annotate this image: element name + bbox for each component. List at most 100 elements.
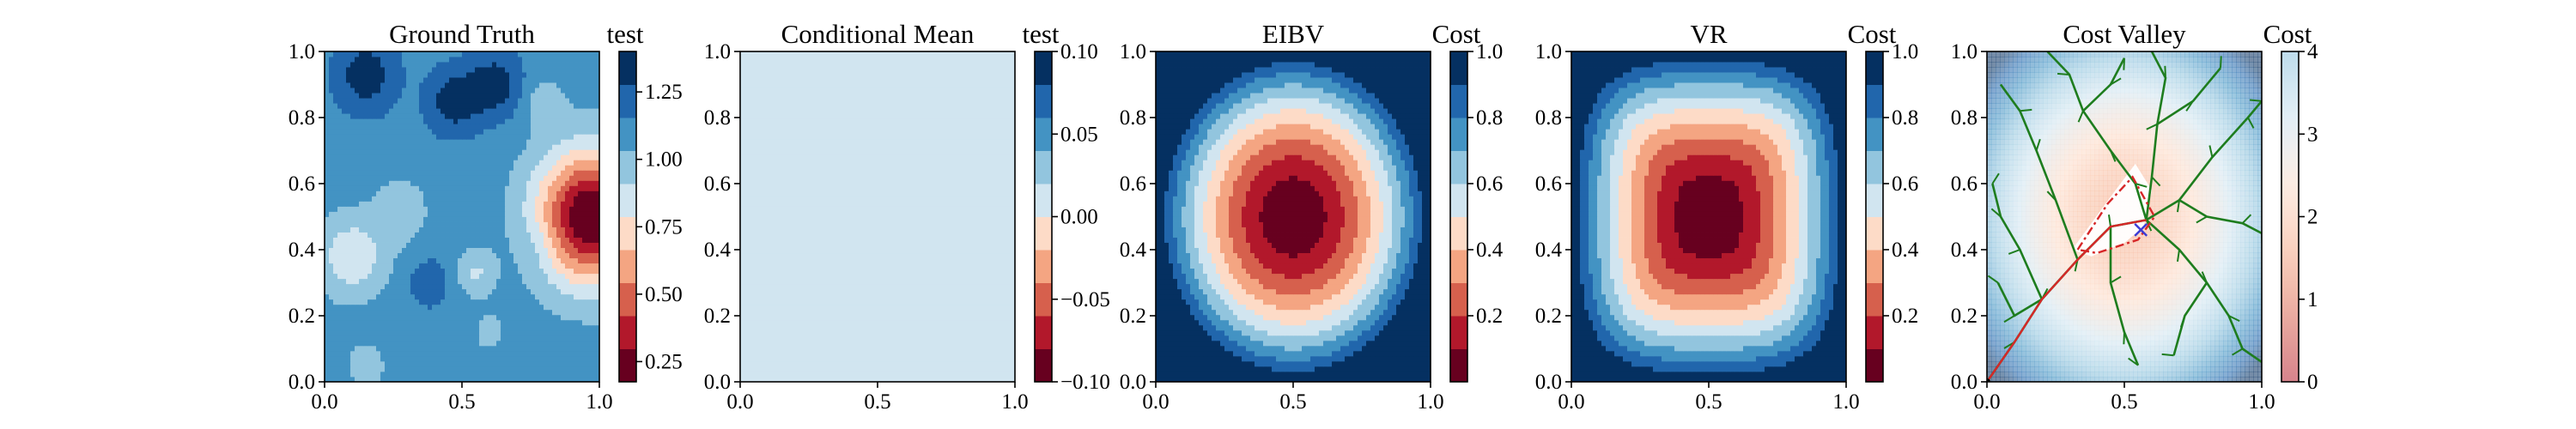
heatmap-cell <box>535 196 539 201</box>
heatmap-cell <box>453 243 458 248</box>
heatmap-cell <box>325 351 329 356</box>
heatmap-cell <box>817 335 822 341</box>
heatmap-cell <box>432 98 436 103</box>
heatmap-cell <box>938 315 942 320</box>
heatmap-cell <box>325 335 329 341</box>
heatmap-cell <box>380 248 385 253</box>
heatmap-cell <box>453 335 458 341</box>
heatmap-cell <box>458 310 462 315</box>
heatmap-cell <box>372 258 376 263</box>
heatmap-cell <box>350 335 355 341</box>
heatmap-cell <box>548 180 552 185</box>
heatmap-cell <box>380 206 385 211</box>
heatmap-cell <box>423 201 428 206</box>
heatmap-cell <box>449 361 453 366</box>
heatmap-cell <box>346 227 350 233</box>
heatmap-cell <box>398 98 402 103</box>
heatmap-cell <box>462 263 466 269</box>
heatmap-cell <box>449 124 453 129</box>
heatmap-cell <box>483 129 488 134</box>
heatmap-cell <box>410 113 415 118</box>
heatmap-cell <box>406 139 410 144</box>
heatmap-cell <box>466 248 471 253</box>
heatmap-cell <box>835 341 839 346</box>
heatmap-cell <box>458 222 462 227</box>
heatmap-cell <box>325 294 329 299</box>
heatmap-cell <box>428 372 432 377</box>
heatmap-cell <box>886 341 890 346</box>
heatmap-cell <box>372 341 376 346</box>
heatmap-cell <box>398 233 402 238</box>
heatmap-cell <box>393 335 398 341</box>
heatmap-cell <box>535 310 539 315</box>
heatmap-cell <box>346 263 350 269</box>
heatmap-cell <box>531 315 535 320</box>
heatmap-cell <box>410 253 415 258</box>
colorbar-segment <box>619 51 636 85</box>
heatmap-cell <box>496 129 501 134</box>
heatmap-cell <box>346 330 350 335</box>
heatmap-cell <box>548 274 552 279</box>
heatmap-cell <box>509 274 513 279</box>
heatmap-cell <box>552 88 556 93</box>
heatmap-cell <box>779 361 783 366</box>
heatmap-cell <box>402 356 406 361</box>
heatmap-cell <box>501 139 505 144</box>
heatmap-cell <box>466 238 471 243</box>
heatmap-cell <box>483 361 488 366</box>
heatmap-cell <box>582 51 586 57</box>
heatmap-cell <box>513 103 518 108</box>
heatmap-cell <box>453 294 458 299</box>
heatmap-cell <box>342 160 346 165</box>
heatmap-cell <box>453 238 458 243</box>
heatmap-cell <box>518 341 522 346</box>
heatmap-cell <box>959 356 963 361</box>
heatmap-cell <box>363 299 368 305</box>
heatmap-cell <box>402 170 406 175</box>
heatmap-cell <box>501 222 505 227</box>
heatmap-cell <box>475 170 479 175</box>
heatmap-cell <box>342 93 346 98</box>
heatmap-cell <box>436 351 440 356</box>
heatmap-cell <box>402 325 406 330</box>
heatmap-cell <box>393 82 398 88</box>
heatmap-cell <box>406 175 410 180</box>
heatmap-cell <box>423 118 428 124</box>
heatmap-cell <box>363 98 368 103</box>
heatmap-cell <box>355 274 359 279</box>
heatmap-cell <box>355 269 359 274</box>
heatmap-cell <box>471 258 475 263</box>
heatmap-cell <box>586 103 591 108</box>
heatmap-cell <box>471 160 475 165</box>
heatmap-cell <box>475 320 479 325</box>
heatmap-cell <box>453 310 458 315</box>
heatmap-cell <box>483 233 488 238</box>
heatmap-cell <box>552 118 556 124</box>
heatmap-cell <box>981 315 985 320</box>
y-tick-label: 0.6 <box>289 172 315 196</box>
heatmap-cell <box>976 361 981 366</box>
heatmap-cell <box>565 196 569 201</box>
heatmap-cell <box>359 185 363 190</box>
heatmap-cell <box>462 134 466 139</box>
heatmap-cell <box>359 258 363 263</box>
heatmap-cell <box>329 361 333 366</box>
heatmap-cell <box>368 72 372 77</box>
heatmap-cell <box>415 217 419 222</box>
heatmap-cell <box>1002 356 1006 361</box>
heatmap-cell <box>329 315 333 320</box>
heatmap-cell <box>903 361 908 366</box>
heatmap-cell <box>350 356 355 361</box>
heatmap-cell <box>479 154 483 160</box>
heatmap-cell <box>402 134 406 139</box>
heatmap-cell <box>376 294 380 299</box>
heatmap-cell <box>445 325 449 330</box>
colorbar-tick-label: 0.75 <box>645 215 683 239</box>
heatmap-cell <box>449 263 453 269</box>
heatmap-cell <box>402 284 406 289</box>
heatmap-cell <box>350 341 355 346</box>
heatmap-cell <box>350 88 355 93</box>
heatmap-cell <box>453 274 458 279</box>
heatmap-cell <box>488 227 492 233</box>
heatmap-cell <box>479 238 483 243</box>
